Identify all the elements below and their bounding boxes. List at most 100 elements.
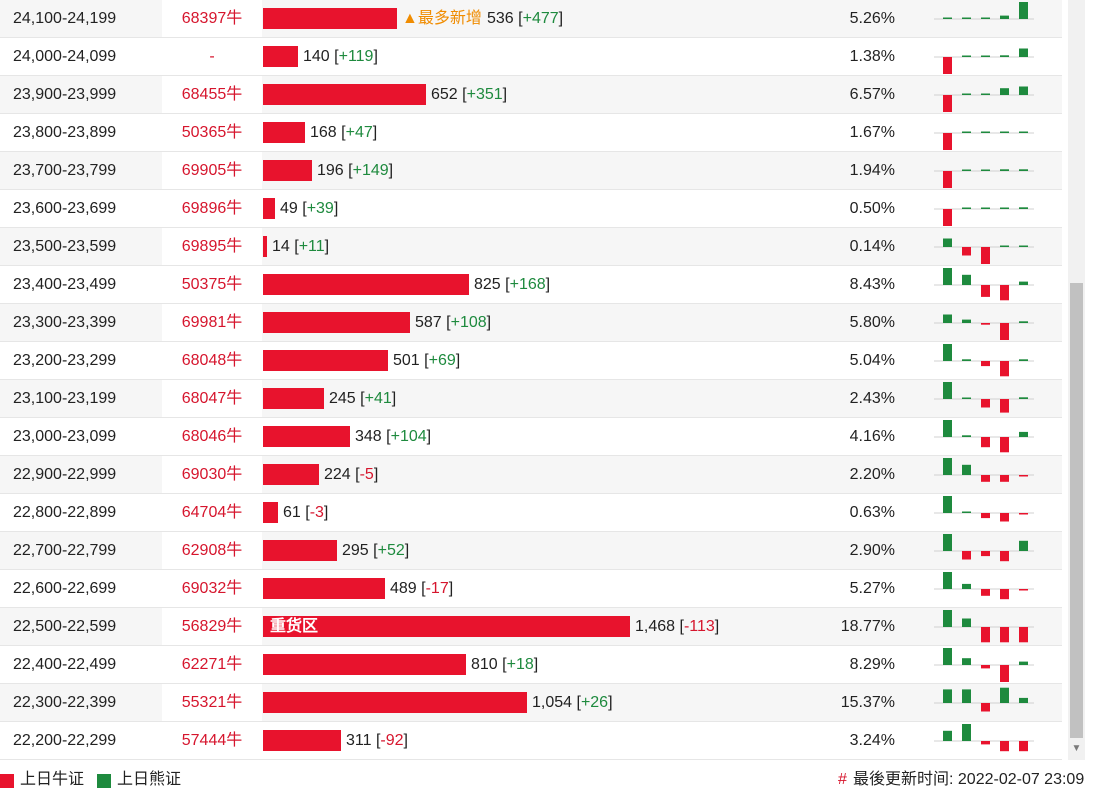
contract-count: 140 [+119]: [303, 38, 378, 75]
sparkline-bar: [962, 689, 971, 703]
sparkline-bar: [981, 665, 990, 669]
count-value: 1,468: [635, 618, 676, 635]
percentage: 0.50%: [849, 200, 895, 217]
sparkline: [934, 572, 1034, 600]
cbbc-code[interactable]: 69895牛: [162, 228, 262, 265]
cbbc-code[interactable]: 62908牛: [162, 532, 262, 569]
sparkline-bar: [1000, 399, 1009, 413]
sparkline-bar: [943, 420, 952, 437]
count-value: 825: [474, 276, 501, 293]
cbbc-code[interactable]: 69896牛: [162, 190, 262, 227]
scroll-down-arrow-icon[interactable]: ▼: [1071, 743, 1082, 754]
percentage: 5.26%: [849, 10, 895, 27]
sparkline-bar: [943, 458, 952, 475]
price-range: 22,700-22,799: [13, 542, 117, 559]
table-row: 23,900-23,999 68455牛 652 [+351] 6.57%: [0, 76, 1062, 114]
price-range: 23,300-23,399: [13, 314, 117, 331]
sparkline-bar: [1000, 207, 1009, 209]
table-row: 22,700-22,799 62908牛 295 [+52] 2.90%: [0, 532, 1062, 570]
table-row: 24,000-24,099 - 140 [+119] 1.38%: [0, 38, 1062, 76]
sparkline: [934, 458, 1034, 482]
cbbc-code[interactable]: 68046牛: [162, 418, 262, 455]
sparkline-bar: [1019, 431, 1028, 437]
sparkline-bar: [962, 247, 971, 256]
sparkline-bar: [943, 133, 952, 150]
count-value: 61: [283, 504, 301, 521]
sparkline-bar: [1019, 86, 1028, 95]
sparkline: [934, 2, 1034, 20]
volume-bar: [263, 692, 527, 713]
sparkline-bar: [943, 382, 952, 399]
count-value: 196: [317, 162, 344, 179]
sparkline-bar: [981, 399, 990, 408]
sparkline-bar: [943, 238, 952, 247]
cbbc-code[interactable]: 55321牛: [162, 684, 262, 721]
scrollbar-thumb[interactable]: [1070, 283, 1083, 738]
cbbc-code[interactable]: -: [162, 38, 262, 75]
price-range: 22,500-22,599: [13, 618, 117, 635]
bracket-close: ]: [558, 10, 564, 27]
cbbc-code[interactable]: 56829牛: [162, 608, 262, 645]
table-row: 22,500-22,599 56829牛 重货区 1,468 [-113] 18.77%: [0, 608, 1062, 646]
sparkline-bar: [962, 93, 971, 95]
bracket-close: ]: [324, 238, 330, 255]
percentage: 15.37%: [840, 694, 895, 711]
bracket-close: ]: [333, 200, 339, 217]
sparkline-bar: [1019, 741, 1028, 752]
table-row: 23,600-23,699 69896牛 49 [+39] 0.50%: [0, 190, 1062, 228]
count-value: 49: [280, 200, 298, 217]
count-value: 140: [303, 48, 330, 65]
price-range: 23,900-23,999: [13, 86, 117, 103]
cbbc-code[interactable]: 69032牛: [162, 570, 262, 607]
count-value: 810: [471, 656, 498, 673]
cbbc-code[interactable]: 68047牛: [162, 380, 262, 417]
price-range: 22,900-22,999: [13, 466, 117, 483]
volume-bar: [263, 426, 350, 447]
table-row: 22,300-22,399 55321牛 1,054 [+26] 15.37%: [0, 684, 1062, 722]
sparkline-bar: [981, 55, 990, 57]
cbbc-code[interactable]: 50365牛: [162, 114, 262, 151]
last-updated-label: 最後更新时间: 2022-02-07 23:09: [853, 771, 1085, 788]
contract-count: 652 [+351]: [431, 76, 507, 113]
sparkline-bar: [1000, 55, 1009, 57]
volume-bar: [263, 8, 397, 29]
cbbc-code[interactable]: 68048牛: [162, 342, 262, 379]
bear-legend-label: 上日熊证: [117, 771, 182, 788]
cbbc-code[interactable]: 57444牛: [162, 722, 262, 759]
sparkline-bar: [943, 344, 952, 361]
count-value: 489: [390, 580, 417, 597]
bracket-close: ]: [448, 580, 454, 597]
cbbc-code[interactable]: 62271牛: [162, 646, 262, 683]
count-value: 311: [346, 732, 372, 749]
cbbc-code[interactable]: 69030牛: [162, 456, 262, 493]
sparkline-bar: [1019, 627, 1028, 643]
table-row: 23,700-23,799 69905牛 196 [+149] 1.94%: [0, 152, 1062, 190]
sparkline-bar: [943, 171, 952, 188]
cbbc-code[interactable]: 68455牛: [162, 76, 262, 113]
sparkline-bar: [1019, 245, 1028, 247]
price-range: 22,200-22,299: [13, 732, 117, 749]
cbbc-code[interactable]: 68397牛: [162, 0, 262, 37]
percentage: 2.90%: [849, 542, 895, 559]
sparkline-bar: [962, 397, 971, 399]
percentage: 0.63%: [849, 504, 895, 521]
volume-bar: [263, 654, 466, 675]
sparkline-bar: [943, 648, 952, 665]
cbbc-code[interactable]: 50375牛: [162, 266, 262, 303]
bracket-close: ]: [545, 276, 551, 293]
cbbc-code[interactable]: 64704牛: [162, 494, 262, 531]
bracket-close: ]: [426, 428, 432, 445]
sparkline-bar: [1019, 540, 1028, 551]
sparkline-bar: [943, 268, 952, 285]
percentage: 18.77%: [840, 618, 895, 635]
contract-count: 348 [+104]: [355, 418, 431, 455]
sparkline-bar: [1000, 15, 1009, 19]
cbbc-code[interactable]: 69905牛: [162, 152, 262, 189]
count-change: +26: [580, 694, 609, 711]
sparkline: [934, 86, 1034, 112]
sparkline-bar: [1000, 513, 1009, 522]
cbbc-code[interactable]: 69981牛: [162, 304, 262, 341]
sparkline-bar: [1019, 589, 1028, 591]
volume-bar: [263, 236, 267, 257]
count-value: 501: [393, 352, 420, 369]
